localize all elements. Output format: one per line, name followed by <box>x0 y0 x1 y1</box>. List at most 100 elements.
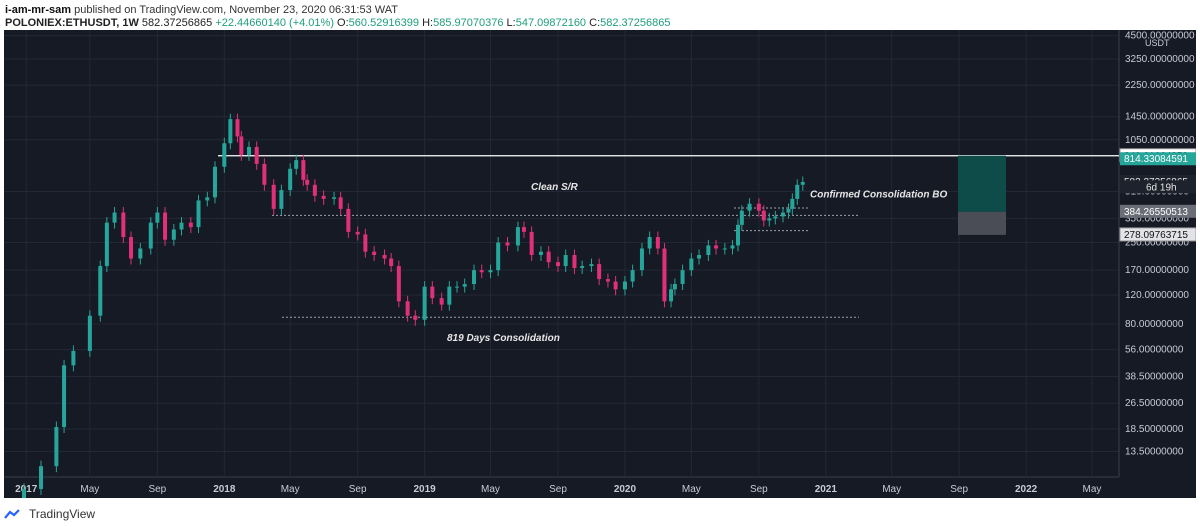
candle <box>756 198 761 217</box>
candle <box>689 252 694 277</box>
candle-body <box>222 143 227 167</box>
candle-body <box>538 251 543 256</box>
tradingview-logo-icon <box>4 509 20 519</box>
candle <box>254 141 259 170</box>
candle <box>305 174 310 191</box>
y-tick-label: 1050.00000000 <box>1125 135 1195 146</box>
candle-body <box>572 255 577 269</box>
price-tag: 278.09763715 <box>1119 227 1197 242</box>
candle <box>630 264 635 288</box>
price-tag-box <box>1120 180 1196 194</box>
candle <box>413 310 418 326</box>
candle <box>546 246 551 269</box>
y-tick-label: 4500.00000000 <box>1125 31 1195 42</box>
x-tick-label: Sep <box>148 484 166 495</box>
candle <box>472 264 477 291</box>
candle <box>669 283 674 308</box>
candle-body <box>112 212 117 223</box>
candle <box>112 207 117 229</box>
candle-body <box>262 163 267 185</box>
candle <box>795 179 800 205</box>
candle-body <box>739 210 744 225</box>
chart-annotation: 819 Days Consolidation <box>447 333 560 344</box>
candle-body <box>430 286 435 299</box>
x-tick-label: May <box>882 484 901 495</box>
candle <box>647 231 652 255</box>
candle-body <box>730 245 735 249</box>
candle <box>572 249 577 275</box>
candle <box>672 278 677 296</box>
candle <box>430 281 435 305</box>
candle-body <box>279 190 284 209</box>
candle-body <box>332 197 337 199</box>
candle-body <box>129 237 134 259</box>
author-name[interactable]: i-am-mr-sam <box>5 4 72 16</box>
y-tick-label: 1450.00000000 <box>1125 112 1195 123</box>
candle <box>462 278 467 293</box>
price-chart[interactable]: 4500.00000000 3250.00000000 2250.00000000 1… <box>4 30 1197 507</box>
candle-body <box>689 258 694 271</box>
price-change: +22.44660140 (+4.01%) <box>215 17 334 29</box>
candle <box>605 273 610 288</box>
candle <box>332 191 337 205</box>
candle-body <box>488 270 493 273</box>
candle <box>262 158 267 191</box>
x-tick-label: 2020 <box>614 484 637 495</box>
candle <box>790 193 795 215</box>
x-tick-label: May <box>481 484 500 495</box>
x-tick-label: 2017 <box>15 484 38 495</box>
candle <box>597 258 602 286</box>
chart-background <box>4 30 1196 498</box>
candle-body <box>722 248 727 250</box>
y-tick-label: 56.00000000 <box>1125 345 1184 356</box>
candle <box>138 242 143 265</box>
x-tick-label: Sep <box>750 484 768 495</box>
price-tag-label: 814.33084591 <box>1124 154 1188 165</box>
candle-body <box>163 212 168 240</box>
x-tick-label: May <box>80 484 99 495</box>
candle <box>171 223 176 246</box>
candle <box>372 246 377 261</box>
candle <box>800 176 805 191</box>
candle-body <box>321 195 326 199</box>
candle-body <box>405 301 410 316</box>
candle <box>121 207 126 243</box>
price-tag-label: 6d 19h <box>1146 182 1177 193</box>
open-value: 560.52916399 <box>348 17 420 29</box>
candle <box>447 281 452 311</box>
candle <box>455 281 460 293</box>
candle <box>312 179 317 202</box>
candle <box>235 113 240 143</box>
candle <box>786 203 791 219</box>
candle-body <box>312 184 317 196</box>
candle-body <box>505 242 510 246</box>
candle <box>488 264 493 279</box>
candle-body <box>714 245 719 249</box>
close-label: C: <box>589 17 601 29</box>
x-tick-label: May <box>682 484 701 495</box>
candle <box>71 345 76 372</box>
candle-body <box>589 264 594 267</box>
candle-body <box>382 255 387 259</box>
candle-body <box>338 197 343 209</box>
candle <box>294 154 299 175</box>
candle-body <box>563 255 568 267</box>
candle-body <box>121 212 126 238</box>
candle-body <box>800 182 805 185</box>
chart-annotation: Confirmed Consolidation BO <box>810 189 947 200</box>
candle-body <box>71 350 76 366</box>
price-tag-label: 278.09763715 <box>1124 230 1188 241</box>
candle-body <box>196 200 201 228</box>
candlestick-chart[interactable]: 4500.00000000 3250.00000000 2250.00000000 1… <box>4 30 1197 507</box>
candle <box>228 113 233 150</box>
candle <box>714 239 719 255</box>
candle-body <box>179 222 184 230</box>
candle <box>338 191 343 215</box>
candle-body <box>87 315 92 351</box>
x-tick-label: 2018 <box>213 484 236 495</box>
candle-body <box>786 208 791 213</box>
candle-body <box>736 224 741 246</box>
tradingview-brand[interactable]: TradingView <box>29 507 96 521</box>
candle-body <box>138 248 143 259</box>
candle-body <box>613 281 618 290</box>
